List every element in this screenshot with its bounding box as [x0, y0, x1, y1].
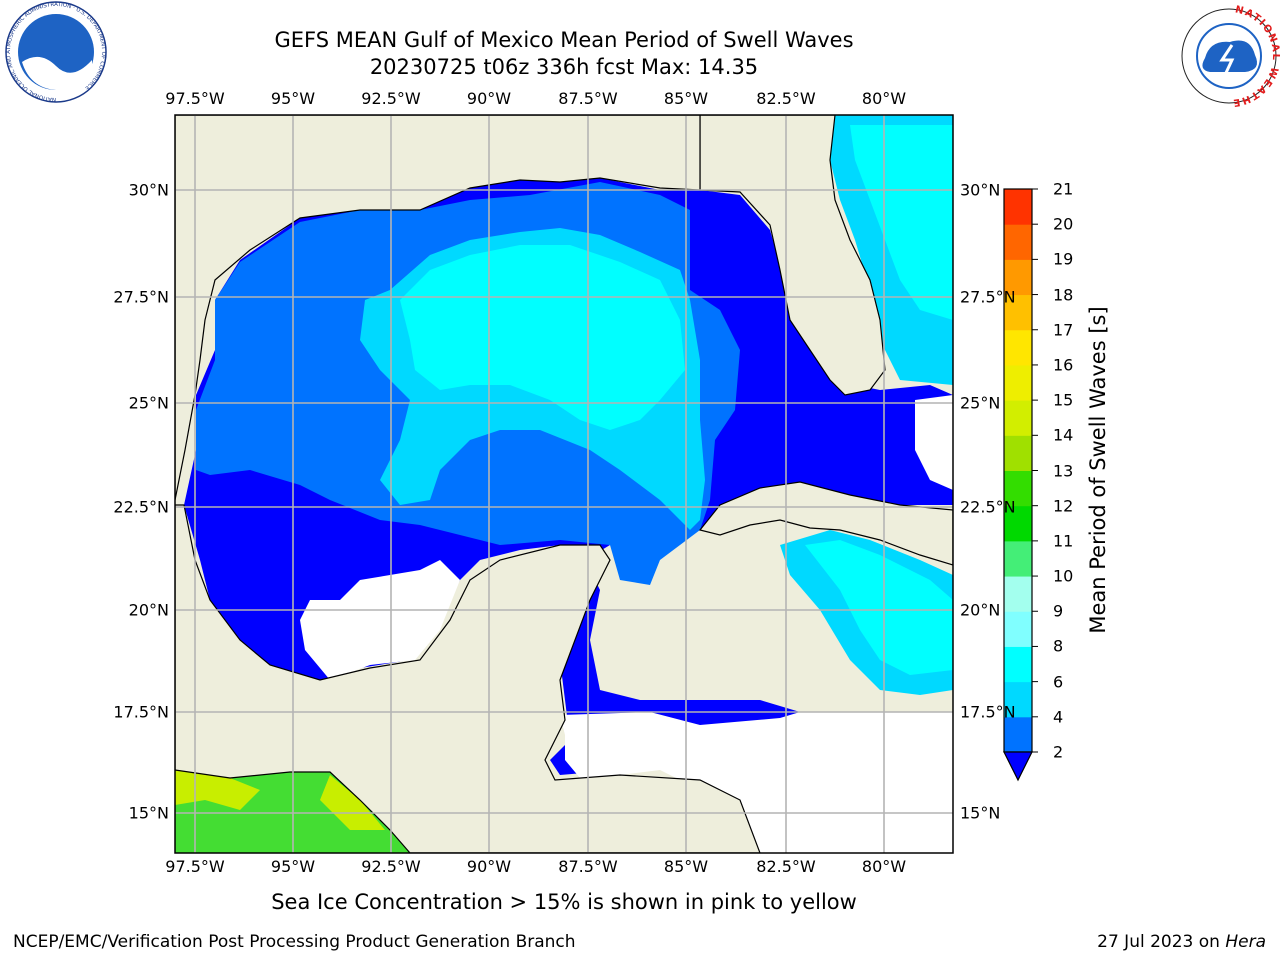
colorbar-tick-label: 21	[1053, 179, 1074, 199]
colorbar-tick-label: 20	[1053, 214, 1074, 234]
lon-label-bottom: 90°W	[466, 857, 512, 876]
colorbar-tick-label: 4	[1053, 707, 1064, 727]
lat-label-left: 17.5°N	[113, 702, 169, 722]
colorbar-tick-label: 14	[1053, 425, 1074, 445]
map-frame	[174, 114, 954, 854]
lat-label-right: 20°N	[960, 600, 1001, 620]
colorbar-label: Mean Period of Swell Waves [s]	[1086, 306, 1110, 634]
no-data-caribbean	[560, 712, 953, 853]
colorbar-band	[1004, 716, 1032, 753]
colorbar-tick-label: 18	[1053, 285, 1074, 305]
noaa-logo: NATIONAL OCEANIC AND ATMOSPHERIC ADMINIS…	[5, 1, 107, 103]
lon-label-bottom: 97.5°W	[165, 857, 225, 876]
lat-label-left: 15°N	[128, 803, 169, 823]
colorbar-band	[1004, 259, 1032, 296]
colorbar	[1004, 188, 1038, 753]
colorbar-tick-label: 10	[1053, 566, 1074, 586]
lon-label-bottom: 85°W	[663, 857, 709, 876]
lat-label-right: 27.5°N	[960, 287, 1016, 307]
sea-ice-notice: Sea Ice Concentration > 15% is shown in …	[271, 890, 857, 914]
colorbar-band	[1004, 646, 1032, 683]
lon-label-top: 92.5°W	[361, 89, 421, 108]
colorbar-band	[1004, 576, 1032, 612]
colorbar-band	[1004, 364, 1032, 401]
colorbar-tick-label: 17	[1053, 320, 1074, 340]
colorbar-tick-label: 2	[1053, 742, 1064, 762]
no-data-straits	[915, 395, 953, 490]
lon-label-bottom: 87.5°W	[558, 857, 618, 876]
colorbar-band	[1004, 224, 1032, 260]
chart-subtitle: 20230725 t06z 336h fcst Max: 14.35	[369, 55, 759, 79]
lat-label-left: 27.5°N	[113, 287, 169, 307]
lat-label-right: 25°N	[960, 393, 1001, 413]
lon-label-bottom: 82.5°W	[756, 857, 816, 876]
swell-region-8-9s-atlantic	[850, 125, 953, 320]
colorbar-tick-label: 19	[1053, 249, 1074, 269]
swell-region-pacific-yellow	[175, 770, 260, 810]
colorbar-band	[1004, 611, 1032, 647]
lon-label-top: 87.5°W	[558, 89, 618, 108]
colorbar-tick-label: 13	[1053, 461, 1074, 480]
cuba-land	[698, 481, 953, 566]
colorbar-band	[1004, 540, 1032, 577]
colorbar-band	[1004, 329, 1032, 366]
lon-label-top: 80°W	[861, 89, 907, 108]
colorbar-band	[1004, 505, 1032, 542]
lon-label-bottom: 80°W	[861, 857, 907, 876]
no-data-bay-of-campeche	[300, 560, 460, 680]
colorbar-tick-label: 15	[1053, 390, 1074, 410]
lon-label-top: 97.5°W	[165, 89, 225, 108]
lat-label-left: 25°N	[128, 393, 169, 413]
footer-host: Hera	[1225, 932, 1266, 952]
lat-label-left: 22.5°N	[113, 497, 169, 517]
colorbar-extend-arrow	[1003, 751, 1033, 782]
swell-region-8-9s-caribbean	[805, 540, 953, 675]
footer-credit: NCEP/EMC/Verification Post Processing Pr…	[13, 932, 576, 952]
colorbar-tick-label: 9	[1053, 601, 1064, 621]
colorbar-band	[1004, 435, 1032, 471]
mexico-land	[175, 504, 761, 853]
colorbar-tick-label: 11	[1053, 531, 1074, 551]
colorbar-band	[1004, 470, 1032, 507]
colorbar-tick-label: 16	[1053, 355, 1074, 375]
lat-label-right: 30°N	[960, 180, 1001, 200]
lon-label-top: 90°W	[466, 89, 512, 108]
lat-label-right: 15°N	[960, 803, 1001, 823]
lon-label-top: 85°W	[663, 89, 709, 108]
colorbar-band	[1004, 294, 1032, 331]
florida-land	[699, 115, 886, 396]
colorbar-band	[1004, 400, 1032, 436]
footer-date-text: 27 Jul 2023 on	[1097, 932, 1226, 952]
lon-label-bottom: 92.5°W	[361, 857, 421, 876]
lon-label-bottom: 95°W	[270, 857, 316, 876]
map-area	[175, 115, 953, 853]
swell-region-8-9s-gulf	[400, 245, 685, 430]
colorbar-tick-label: 8	[1053, 636, 1064, 656]
colorbar-band	[1004, 189, 1032, 225]
chart-title: GEFS MEAN Gulf of Mexico Mean Period of …	[274, 28, 854, 52]
lat-label-right: 22.5°N	[960, 497, 1016, 517]
lon-label-top: 95°W	[270, 89, 316, 108]
lon-label-top: 82.5°W	[756, 89, 816, 108]
footer-date: 27 Jul 2023 on Hera	[1097, 932, 1266, 952]
colorbar-tick-label: 6	[1053, 672, 1064, 692]
lat-label-left: 20°N	[128, 600, 169, 620]
colorbar-band	[1004, 681, 1032, 718]
lat-label-right: 17.5°N	[960, 702, 1016, 722]
graticule	[175, 115, 953, 853]
colorbar-tick-label: 12	[1053, 496, 1074, 516]
lat-label-left: 30°N	[128, 180, 169, 200]
